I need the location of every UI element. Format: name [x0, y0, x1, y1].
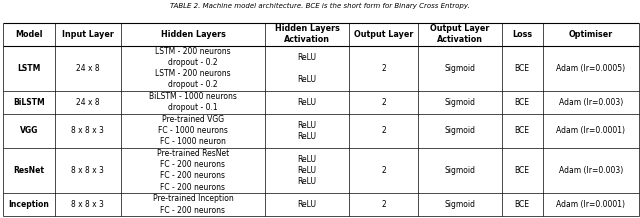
Text: ReLU
ReLU
ReLU: ReLU ReLU ReLU — [298, 155, 317, 186]
Text: Pre-trained VGG
FC - 1000 neurons
FC - 1000 neuron: Pre-trained VGG FC - 1000 neurons FC - 1… — [158, 115, 228, 146]
Text: 2: 2 — [381, 166, 386, 175]
Text: 2: 2 — [381, 200, 386, 209]
Text: Pre-trained ResNet
FC - 200 neurons
FC - 200 neurons
FC - 200 neurons: Pre-trained ResNet FC - 200 neurons FC -… — [157, 149, 229, 192]
Text: 24 x 8: 24 x 8 — [76, 64, 99, 73]
Text: LSTM: LSTM — [17, 64, 41, 73]
Text: Adam (lr=0.003): Adam (lr=0.003) — [559, 98, 623, 107]
Text: Input Layer: Input Layer — [61, 30, 114, 39]
Text: ReLU: ReLU — [298, 98, 317, 107]
Text: ReLU
ReLU: ReLU ReLU — [298, 121, 317, 141]
Text: Sigmoid: Sigmoid — [444, 98, 476, 107]
Text: LSTM - 200 neurons
dropout - 0.2
LSTM - 200 neurons
dropout - 0.2: LSTM - 200 neurons dropout - 0.2 LSTM - … — [155, 47, 231, 89]
Text: Hidden Layers: Hidden Layers — [161, 30, 225, 39]
Text: Adam (lr=0.0001): Adam (lr=0.0001) — [556, 200, 625, 209]
Text: Output Layer
Activation: Output Layer Activation — [430, 24, 490, 44]
Text: Adam (lr=0.0001): Adam (lr=0.0001) — [556, 126, 625, 135]
Text: 24 x 8: 24 x 8 — [76, 98, 99, 107]
Text: Loss: Loss — [512, 30, 532, 39]
Text: Pre-trained Inception
FC - 200 neurons: Pre-trained Inception FC - 200 neurons — [152, 194, 234, 215]
Text: BiLSTM: BiLSTM — [13, 98, 45, 107]
Text: Output Layer: Output Layer — [354, 30, 413, 39]
Text: BCE: BCE — [515, 126, 529, 135]
Text: ReLU

ReLU: ReLU ReLU — [298, 53, 317, 84]
Text: ReLU: ReLU — [298, 200, 317, 209]
Text: Sigmoid: Sigmoid — [444, 126, 476, 135]
Text: Hidden Layers
Activation: Hidden Layers Activation — [275, 24, 340, 44]
Text: BiLSTM - 1000 neurons
dropout - 0.1: BiLSTM - 1000 neurons dropout - 0.1 — [149, 92, 237, 112]
Text: Inception: Inception — [8, 200, 49, 209]
Text: BCE: BCE — [515, 64, 529, 73]
Text: Sigmoid: Sigmoid — [444, 200, 476, 209]
Text: 2: 2 — [381, 64, 386, 73]
Text: 2: 2 — [381, 126, 386, 135]
Text: BCE: BCE — [515, 98, 529, 107]
Text: Model: Model — [15, 30, 43, 39]
Text: Sigmoid: Sigmoid — [444, 166, 476, 175]
Text: 8 x 8 x 3: 8 x 8 x 3 — [71, 166, 104, 175]
Text: TABLE 2. Machine model architecture. BCE is the short form for Binary Cross Entr: TABLE 2. Machine model architecture. BCE… — [170, 3, 470, 9]
Text: BCE: BCE — [515, 200, 529, 209]
Text: 8 x 8 x 3: 8 x 8 x 3 — [71, 200, 104, 209]
Text: BCE: BCE — [515, 166, 529, 175]
Text: Sigmoid: Sigmoid — [444, 64, 476, 73]
Text: 8 x 8 x 3: 8 x 8 x 3 — [71, 126, 104, 135]
Text: VGG: VGG — [20, 126, 38, 135]
Text: Adam (lr=0.0005): Adam (lr=0.0005) — [556, 64, 625, 73]
Text: Optimiser: Optimiser — [569, 30, 613, 39]
Text: ResNet: ResNet — [13, 166, 45, 175]
Text: 2: 2 — [381, 98, 386, 107]
Text: Adam (lr=0.003): Adam (lr=0.003) — [559, 166, 623, 175]
